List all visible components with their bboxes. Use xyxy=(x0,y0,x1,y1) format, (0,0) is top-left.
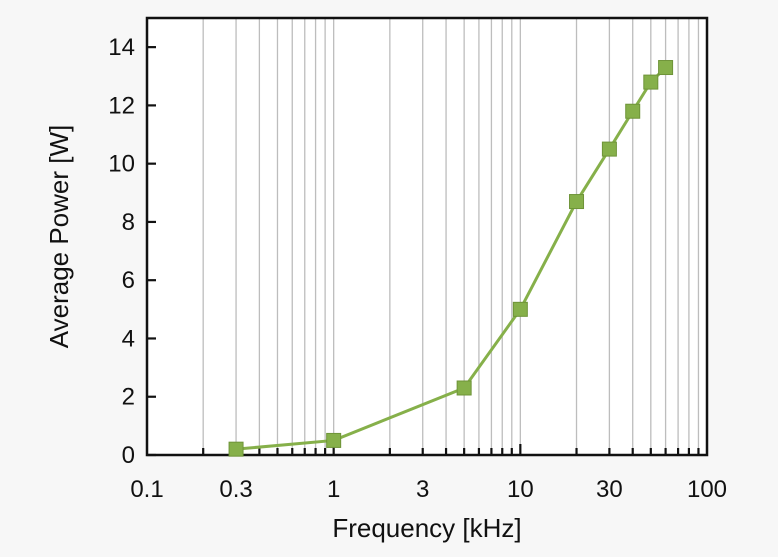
x-axis-title: Frequency [kHz] xyxy=(332,513,521,543)
y-tick-label: 14 xyxy=(108,34,135,61)
plot-area xyxy=(147,18,707,455)
x-tick-label: 0.1 xyxy=(130,476,163,503)
grid-lines xyxy=(202,18,700,455)
x-tick-label: 30 xyxy=(596,476,623,503)
data-point-marker xyxy=(569,194,585,210)
y-tick-label: 2 xyxy=(122,384,135,411)
y-tick-label: 0 xyxy=(122,442,135,469)
plot-frame xyxy=(145,16,709,457)
data-point-marker xyxy=(456,380,472,396)
data-point-marker xyxy=(512,301,528,317)
data-point-marker xyxy=(658,60,674,76)
tick-labels: 0.1 0.3 1 3 10 30 100 0 2 4 6 8 10 12 14 xyxy=(108,34,727,503)
y-tick-label: 10 xyxy=(108,151,135,178)
data-point-marker xyxy=(643,74,659,90)
y-tick-label: 8 xyxy=(122,209,135,236)
x-tick-label: 1 xyxy=(327,476,340,503)
x-tick-label: 100 xyxy=(687,476,727,503)
data-point-marker xyxy=(326,432,342,448)
x-tick-label: 3 xyxy=(416,476,429,503)
series-layer xyxy=(228,60,674,457)
data-point-marker xyxy=(228,441,244,457)
y-tick-label: 4 xyxy=(122,325,135,352)
y-axis-title: Average Power [W] xyxy=(44,125,74,349)
data-point-marker xyxy=(601,141,617,157)
data-point-marker xyxy=(625,103,641,119)
y-tick-label: 12 xyxy=(108,92,135,119)
y-tick-label: 6 xyxy=(122,267,135,294)
x-tick-label: 0.3 xyxy=(219,476,252,503)
x-tick-label: 10 xyxy=(507,476,534,503)
